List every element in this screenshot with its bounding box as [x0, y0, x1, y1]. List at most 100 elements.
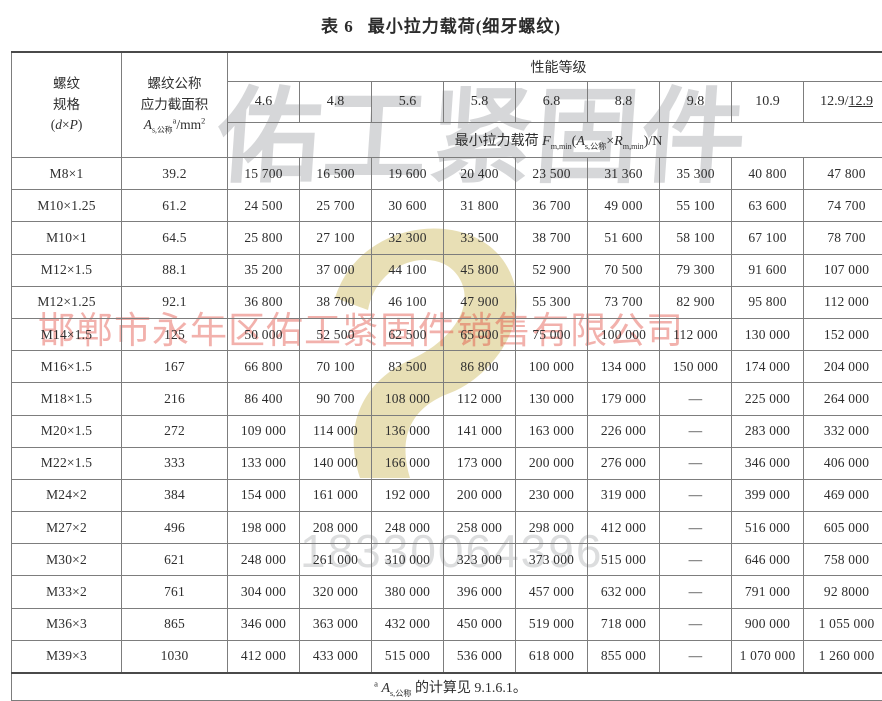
cell-load-value: 83 500 [372, 351, 444, 383]
cell-load-value: 36 700 [516, 190, 588, 222]
cell-load-value: 141 000 [444, 415, 516, 447]
cell-load-value: 1 055 000 [804, 608, 882, 640]
cell-thread-spec: M10×1 [12, 222, 122, 254]
cell-load-value: 363 000 [300, 608, 372, 640]
cell-load-value: 73 700 [588, 286, 660, 318]
cell-load-value: 47 800 [804, 158, 882, 190]
cell-load-value: 432 000 [372, 608, 444, 640]
cell-load-value: 108 000 [372, 383, 444, 415]
cell-load-value: 30 600 [372, 190, 444, 222]
header-row-1: 螺纹 规格 (d×P) 螺纹公称 应力截面积 As,公称a/mm2 性能等级 [12, 52, 882, 82]
cell-load-value: 86 800 [444, 351, 516, 383]
table-header: 螺纹 规格 (d×P) 螺纹公称 应力截面积 As,公称a/mm2 性能等级 4… [12, 52, 882, 158]
cell-load-value: 92 8000 [804, 576, 882, 608]
cell-load-value: 248 000 [228, 544, 300, 576]
header-grade-9-8: 9.8 [660, 82, 732, 123]
cell-load-value: 261 000 [300, 544, 372, 576]
cell-load-value: 23 500 [516, 158, 588, 190]
cell-load-value: 283 000 [732, 415, 804, 447]
cell-load-value: 225 000 [732, 383, 804, 415]
cell-load-value: 192 000 [372, 479, 444, 511]
cell-load-value: — [660, 415, 732, 447]
cell-load-value: 200 000 [516, 447, 588, 479]
cell-load-value: 332 000 [804, 415, 882, 447]
cell-load-value: 396 000 [444, 576, 516, 608]
header-thread-spec-l3: (d×P) [12, 115, 121, 136]
cell-load-value: — [660, 447, 732, 479]
header-grade-5-8: 5.8 [444, 82, 516, 123]
cell-load-value: 166 000 [372, 447, 444, 479]
cell-load-value: — [660, 544, 732, 576]
cell-load-value: 208 000 [300, 512, 372, 544]
footnote-row: a As,公称 的计算见 9.1.6.1。 [12, 673, 882, 701]
cell-load-value: 198 000 [228, 512, 300, 544]
cell-load-value: 406 000 [804, 447, 882, 479]
cell-load-value: 276 000 [588, 447, 660, 479]
cell-load-value: 37 000 [300, 254, 372, 286]
cell-load-value: 163 000 [516, 415, 588, 447]
cell-load-value: 112 000 [804, 286, 882, 318]
cell-stress-area: 125 [122, 318, 228, 350]
cell-load-value: 44 100 [372, 254, 444, 286]
cell-load-value: 55 100 [660, 190, 732, 222]
cell-load-value: 380 000 [372, 576, 444, 608]
cell-load-value: 618 000 [516, 640, 588, 673]
cell-load-value: 412 000 [228, 640, 300, 673]
header-formula: 最小拉力载荷 Fm,min(As,公称×Rm,min)/N [228, 123, 882, 158]
cell-load-value: 226 000 [588, 415, 660, 447]
cell-load-value: 450 000 [444, 608, 516, 640]
cell-load-value: 63 600 [732, 190, 804, 222]
cell-load-value: 133 000 [228, 447, 300, 479]
header-grade-4-8: 4.8 [300, 82, 372, 123]
cell-thread-spec: M14×1.5 [12, 318, 122, 350]
cell-load-value: 346 000 [228, 608, 300, 640]
cell-load-value: 20 400 [444, 158, 516, 190]
cell-load-value: 346 000 [732, 447, 804, 479]
cell-load-value: — [660, 383, 732, 415]
cell-load-value: 109 000 [228, 415, 300, 447]
cell-stress-area: 64.5 [122, 222, 228, 254]
cell-load-value: 40 800 [732, 158, 804, 190]
cell-load-value: 107 000 [804, 254, 882, 286]
header-thread-spec-l1: 螺纹 [12, 74, 121, 95]
cell-load-value: — [660, 608, 732, 640]
cell-load-value: 82 900 [660, 286, 732, 318]
cell-load-value: 27 100 [300, 222, 372, 254]
cell-load-value: 130 000 [516, 383, 588, 415]
cell-load-value: 791 000 [732, 576, 804, 608]
cell-load-value: 515 000 [588, 544, 660, 576]
cell-load-value: — [660, 479, 732, 511]
cell-load-value: 433 000 [300, 640, 372, 673]
cell-load-value: 46 100 [372, 286, 444, 318]
cell-load-value: 161 000 [300, 479, 372, 511]
cell-load-value: 32 300 [372, 222, 444, 254]
cell-stress-area: 384 [122, 479, 228, 511]
cell-load-value: 55 300 [516, 286, 588, 318]
header-performance-grade: 性能等级 [228, 52, 882, 82]
cell-load-value: 310 000 [372, 544, 444, 576]
cell-load-value: 52 500 [300, 318, 372, 350]
cell-load-value: 304 000 [228, 576, 300, 608]
cell-load-value: 112 000 [444, 383, 516, 415]
cell-load-value: 718 000 [588, 608, 660, 640]
cell-load-value: 58 100 [660, 222, 732, 254]
cell-load-value: 52 900 [516, 254, 588, 286]
cell-load-value: 33 500 [444, 222, 516, 254]
cell-thread-spec: M30×2 [12, 544, 122, 576]
cell-load-value: 136 000 [372, 415, 444, 447]
cell-load-value: 100 000 [588, 318, 660, 350]
cell-load-value: 1 260 000 [804, 640, 882, 673]
cell-load-value: 95 800 [732, 286, 804, 318]
cell-thread-spec: M12×1.25 [12, 286, 122, 318]
cell-load-value: 100 000 [516, 351, 588, 383]
